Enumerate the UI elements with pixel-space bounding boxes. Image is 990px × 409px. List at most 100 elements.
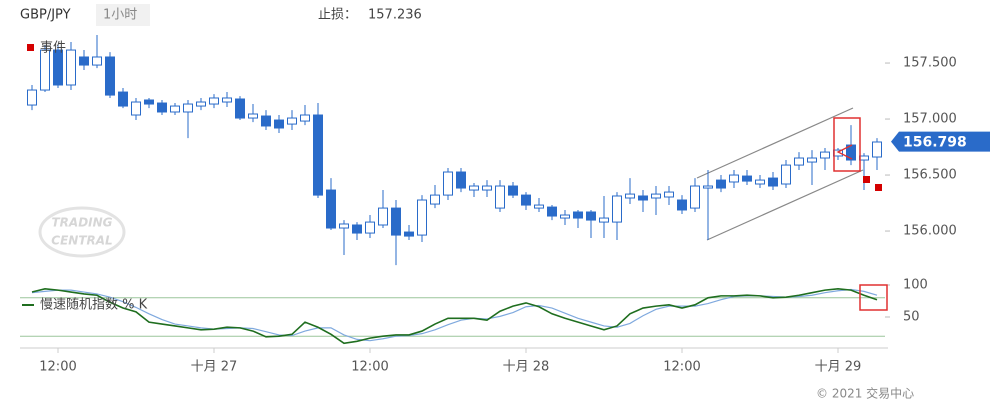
candle xyxy=(638,190,648,212)
candle xyxy=(248,104,258,123)
candle-body xyxy=(183,103,193,113)
x-tick-label: 12:00 xyxy=(663,360,700,375)
candle xyxy=(729,170,739,189)
candle-body xyxy=(352,224,362,234)
candle xyxy=(534,198,544,212)
candle-body xyxy=(391,207,401,236)
candle xyxy=(105,52,115,98)
candle xyxy=(482,180,492,197)
candle xyxy=(443,167,453,201)
candle-body xyxy=(820,151,830,159)
candle-body xyxy=(235,98,245,119)
candle-body xyxy=(534,204,544,209)
last-price-tag xyxy=(891,131,990,152)
y-tick-label: 100 xyxy=(903,277,928,292)
x-tick-label: 12:00 xyxy=(39,360,76,375)
channel-line xyxy=(706,169,864,241)
candle xyxy=(781,160,791,189)
candle xyxy=(664,186,674,206)
candle-body xyxy=(456,171,466,189)
stop-loss-value: 157.236 xyxy=(368,8,422,23)
candle xyxy=(742,170,752,186)
candle xyxy=(521,192,531,210)
candle-body xyxy=(807,157,817,163)
candle-body xyxy=(209,97,219,105)
candle-body xyxy=(781,164,791,185)
candle xyxy=(235,96,245,121)
candle-body xyxy=(768,177,778,187)
interval-box[interactable] xyxy=(96,4,150,26)
candle-body xyxy=(144,99,154,105)
candle-body xyxy=(66,49,76,86)
highlight-arrow xyxy=(836,144,853,160)
candle xyxy=(651,186,661,216)
candle-body xyxy=(170,105,180,113)
candle xyxy=(300,105,310,126)
y-tick-label: 157.000 xyxy=(903,112,957,127)
candle-body xyxy=(547,206,557,217)
candle-body xyxy=(157,102,167,113)
x-tick-label: 十月 27 xyxy=(191,360,238,375)
watermark-text: TRADING xyxy=(51,216,112,230)
oscillator-line xyxy=(31,288,878,345)
y-tick-label: 156.500 xyxy=(903,168,957,183)
candle xyxy=(196,97,206,111)
candle xyxy=(807,150,817,186)
candle xyxy=(131,97,141,121)
candle-body xyxy=(703,185,713,189)
candle xyxy=(209,94,219,109)
x-tick-label: 十月 28 xyxy=(503,360,550,375)
candle-body xyxy=(521,194,531,206)
candle-body xyxy=(248,113,258,119)
candle-body xyxy=(690,185,700,209)
y-tick-label: 157.500 xyxy=(903,56,957,71)
candle-body xyxy=(326,189,336,229)
highlight-box xyxy=(833,117,861,172)
candle xyxy=(339,220,349,256)
legend-label: 慢速随机指数 % K xyxy=(40,297,148,313)
y-tick-label: 156.000 xyxy=(903,224,957,239)
candle-body xyxy=(313,114,323,196)
candle-body xyxy=(482,185,492,191)
candle xyxy=(53,45,63,89)
watermark-text: CENTRAL xyxy=(51,234,112,248)
candle-body xyxy=(365,221,375,234)
candle xyxy=(430,185,440,209)
candle xyxy=(547,205,557,221)
candle xyxy=(391,200,401,266)
candle xyxy=(404,224,414,240)
candle-body xyxy=(287,117,297,125)
candle xyxy=(157,100,167,116)
candle-body xyxy=(729,174,739,183)
candle xyxy=(625,178,635,205)
interval[interactable]: 1小时 xyxy=(103,8,137,23)
candle-body xyxy=(79,56,89,66)
candle xyxy=(612,192,622,240)
candle-body xyxy=(625,193,635,199)
candle xyxy=(79,50,89,70)
candle-body xyxy=(40,49,50,91)
watermark: TRADING CENTRAL xyxy=(38,206,126,258)
candle xyxy=(365,215,375,238)
x-tick-label: 十月 29 xyxy=(815,360,862,375)
y-tick-label: 50 xyxy=(903,309,920,324)
candle-body xyxy=(755,179,765,185)
candle xyxy=(872,138,882,170)
candle xyxy=(261,110,271,131)
candle-body xyxy=(196,101,206,107)
candle-body xyxy=(222,97,232,103)
candle xyxy=(144,97,154,109)
footer: © 2021 交易中心 xyxy=(816,386,914,401)
candle xyxy=(495,180,505,212)
candle-body xyxy=(560,214,570,219)
candle xyxy=(27,84,37,111)
candle xyxy=(508,181,518,198)
candle xyxy=(313,103,323,198)
chart-title: GBP/JPY xyxy=(20,8,71,23)
candle xyxy=(755,175,765,189)
candle-body xyxy=(495,185,505,209)
candle-body xyxy=(27,89,37,106)
candle xyxy=(820,148,830,170)
candle-body xyxy=(573,211,583,219)
event-marker xyxy=(863,176,870,183)
